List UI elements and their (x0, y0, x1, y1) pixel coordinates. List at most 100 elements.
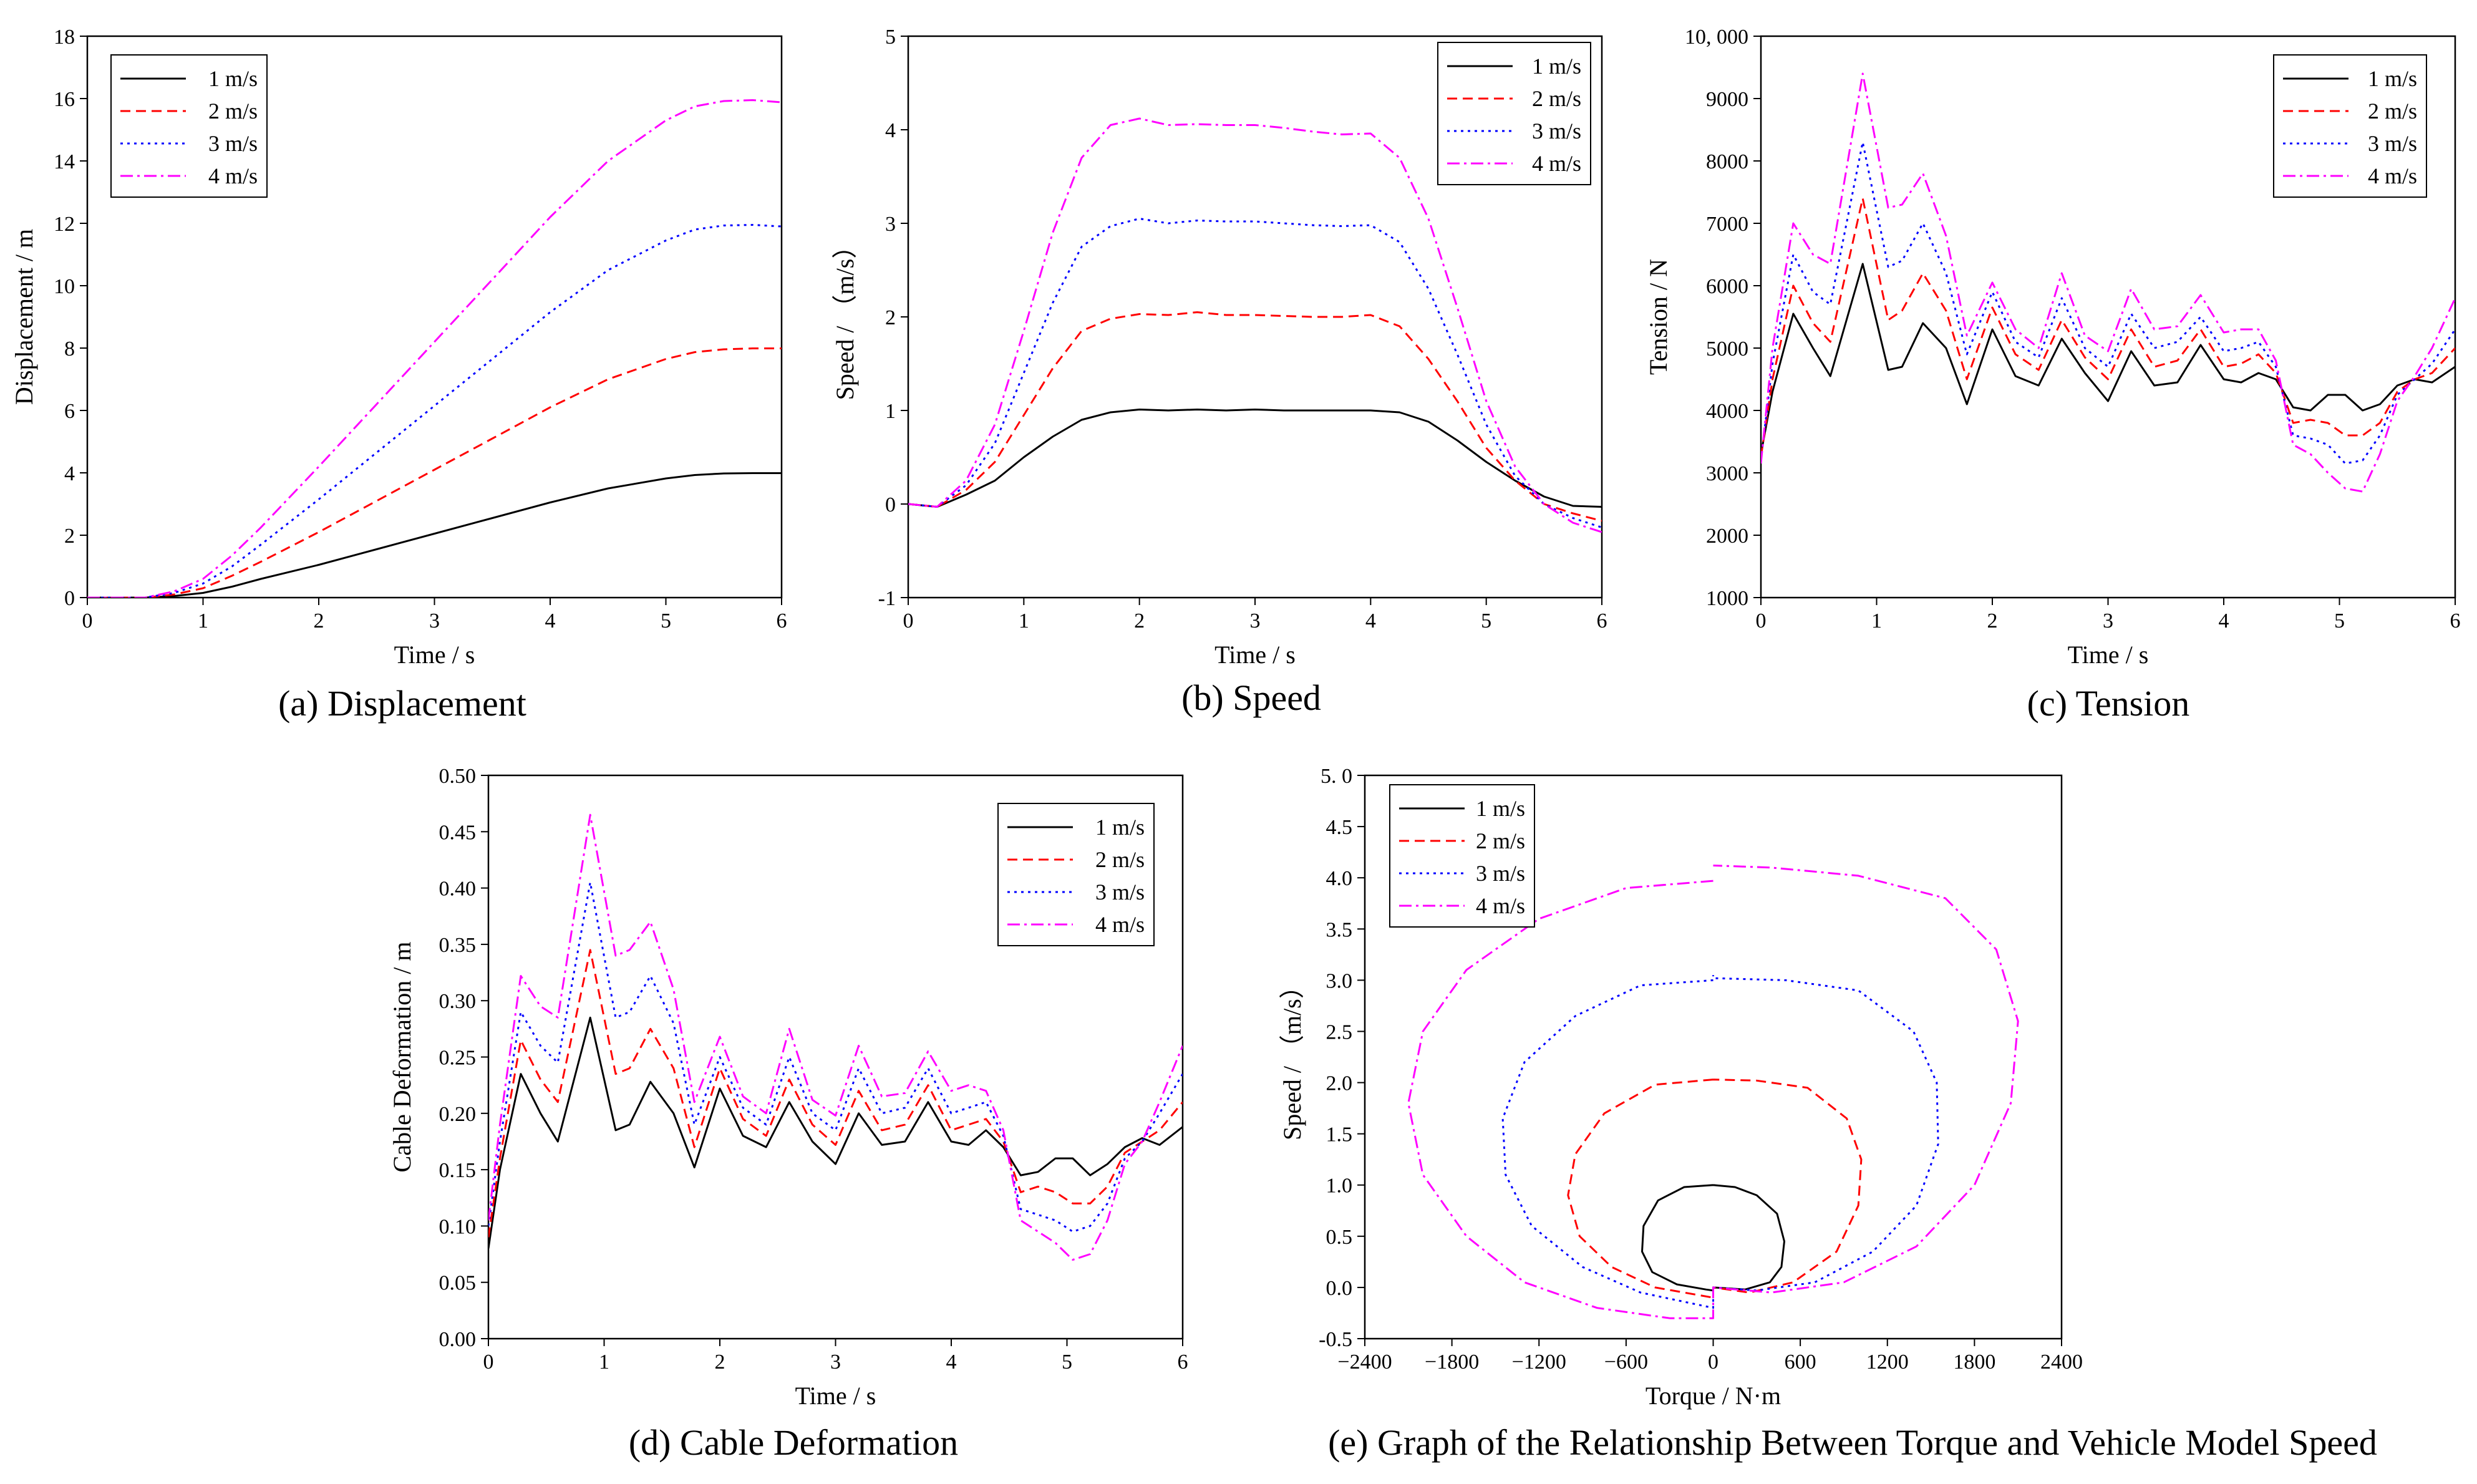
x-tick-label: 3 (830, 1351, 841, 1374)
chart-d: 0 1 2 3 4 5 6 0.00 0.05 0.10 0.15 0.20 0.25 0.30 0.35 0… (388, 765, 1188, 1410)
y-tick-label: 0.25 (439, 1047, 477, 1070)
legend-label: 3 m/s (2368, 131, 2417, 156)
y-tick-label: 2 (64, 525, 75, 548)
x-tick-label: 3 (429, 609, 440, 633)
x-tick-label: −600 (1604, 1351, 1648, 1374)
legend: 1 m/s 2 m/s 3 m/s 4 m/s (1389, 784, 1535, 928)
y-tick-label: -1 (878, 587, 896, 610)
x-tick-label: 6 (1597, 609, 1607, 633)
legend-label: 2 m/s (1532, 86, 1581, 111)
x-tick-label: 6 (2450, 609, 2461, 633)
y-tick-label: 4 (885, 119, 896, 142)
y-tick-label: 10 (54, 275, 75, 298)
y-tick-label: 8 (64, 337, 75, 361)
legend-label: 1 m/s (1095, 815, 1145, 840)
caption-c: (c) Tension (2027, 683, 2190, 724)
y-tick-label: 0.00 (439, 1328, 477, 1351)
series-line-4 (488, 813, 1183, 1261)
y-tick-label: 0 (885, 493, 896, 516)
legend: 1 m/s 2 m/s 3 m/s 4 m/s (110, 54, 268, 198)
legend: 1 m/s 2 m/s 3 m/s 4 m/s (1437, 42, 1591, 185)
y-tick-label: 5 (885, 26, 896, 49)
y-tick-label: -0.5 (1319, 1328, 1352, 1351)
y-axis-label: Displacement / m (10, 229, 38, 405)
chart-b: 0 1 2 3 4 5 6 -1 0 1 2 3 4 5 Time / s Speed / （m/s） 1 m/… (831, 26, 1607, 669)
y-tick-label: 10, 000 (1685, 26, 1748, 49)
y-tick-label: 0.10 (439, 1215, 477, 1238)
legend-label: 3 m/s (208, 131, 258, 156)
y-tick-label: 0.50 (439, 765, 477, 788)
x-tick-label: 600 (1785, 1351, 1816, 1374)
y-tick-label: 4000 (1706, 400, 1748, 423)
y-tick-label: 8000 (1706, 150, 1748, 173)
y-tick-label: 18 (54, 26, 75, 49)
legend-label: 2 m/s (1476, 828, 1525, 853)
x-tick-label: 4 (946, 1351, 957, 1374)
legend: 1 m/s 2 m/s 3 m/s 4 m/s (997, 803, 1155, 946)
x-tick-label: 1800 (1953, 1351, 1995, 1374)
y-tick-label: 5. 0 (1321, 765, 1352, 788)
legend: 1 m/s 2 m/s 3 m/s 4 m/s (2273, 54, 2427, 198)
y-tick-label: 0.05 (439, 1272, 477, 1295)
y-tick-label: 14 (54, 150, 75, 173)
legend-box (110, 54, 268, 198)
series-line-2 (488, 949, 1183, 1238)
series-line-3 (1761, 141, 2455, 465)
legend-label: 4 m/s (1532, 151, 1581, 176)
x-tick-label: 1 (1871, 609, 1882, 633)
series-line-1 (908, 409, 1602, 508)
y-tick-label: 0.0 (1326, 1277, 1353, 1300)
legend-label: 2 m/s (1095, 847, 1145, 872)
y-tick-label: 7000 (1706, 213, 1748, 236)
y-tick-label: 16 (54, 88, 75, 111)
caption-e: (e) Graph of the Relationship Between To… (1328, 1422, 2377, 1463)
legend-label: 4 m/s (2368, 163, 2417, 188)
y-tick-label: 3.0 (1326, 969, 1353, 992)
x-axis-label: Time / s (2068, 641, 2149, 669)
caption-b: (b) Speed (1181, 677, 1321, 718)
series-line-3 (908, 218, 1602, 528)
x-tick-label: 0 (483, 1351, 494, 1374)
x-tick-label: 1200 (1866, 1351, 1909, 1374)
x-axis-label: Time / s (1214, 641, 1296, 669)
x-tick-label: 1 (599, 1351, 609, 1374)
series-line-4 (908, 117, 1602, 533)
series-line-1 (87, 472, 782, 598)
legend-label: 1 m/s (1476, 796, 1525, 821)
x-axis-label: Time / s (795, 1382, 876, 1410)
x-axis-label: Torque / N·m (1646, 1382, 1781, 1410)
series-line-2 (1761, 197, 2455, 458)
y-axis-label: Speed / （m/s） (1278, 974, 1306, 1140)
y-axis-label: Tension / N (1644, 259, 1672, 375)
x-axis-label: Time / s (394, 641, 475, 669)
y-tick-label: 1 (885, 400, 896, 423)
series-line-3 (87, 224, 782, 598)
legend-label: 3 m/s (1095, 880, 1145, 904)
y-axis-label: Speed / （m/s） (831, 234, 859, 400)
series-line-4 (87, 99, 782, 598)
y-tick-label: 0.30 (439, 990, 477, 1013)
y-tick-label: 0 (64, 587, 75, 610)
y-tick-label: 0.35 (439, 934, 477, 957)
y-tick-label: 4.5 (1326, 816, 1353, 839)
y-tick-label: 2 (885, 306, 896, 329)
y-tick-label: 0.5 (1326, 1226, 1353, 1249)
legend-label: 3 m/s (1476, 861, 1525, 886)
y-tick-label: 1.0 (1326, 1175, 1353, 1198)
x-tick-label: 4 (2219, 609, 2229, 633)
legend-label: 1 m/s (2368, 66, 2417, 91)
legend-label: 4 m/s (1095, 912, 1145, 937)
x-tick-label: 3 (2103, 609, 2113, 633)
y-tick-label: 1.5 (1326, 1123, 1353, 1147)
x-tick-label: 4 (1365, 609, 1376, 633)
x-tick-label: 0 (903, 609, 914, 633)
y-tick-label: 3 (885, 213, 896, 236)
y-tick-label: 3.5 (1326, 918, 1353, 941)
y-tick-label: 1000 (1706, 587, 1748, 610)
series-line-4 (1761, 72, 2455, 493)
y-tick-label: 12 (54, 213, 75, 236)
y-tick-label: 2.0 (1326, 1072, 1353, 1095)
x-tick-label: 6 (1178, 1351, 1188, 1374)
legend-label: 1 m/s (1532, 54, 1581, 79)
